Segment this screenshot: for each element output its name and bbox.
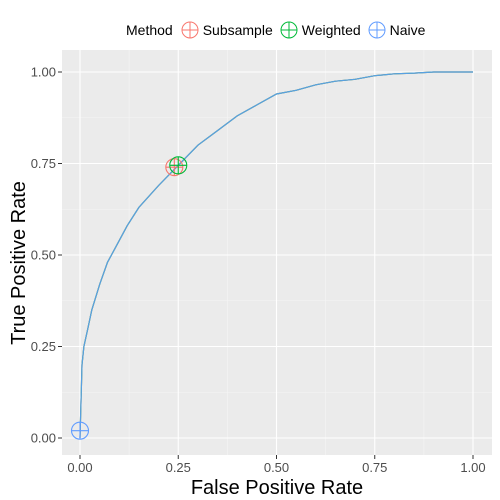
- operating-point-naive: [70, 421, 90, 440]
- y-tick-label: 1.00: [31, 65, 56, 80]
- legend-key-naive: [368, 21, 386, 39]
- y-tick-label: 0.75: [31, 156, 56, 171]
- operating-point-weighted: [169, 156, 188, 175]
- y-tick-label: 0.25: [31, 339, 56, 354]
- legend-title: Method: [126, 22, 173, 38]
- x-tick-label: 0.25: [166, 460, 191, 475]
- y-tick-label: 0.50: [31, 248, 56, 263]
- y-axis-title: True Positive Rate: [8, 181, 30, 345]
- operating-points: [70, 156, 188, 440]
- x-tick-label: 0.00: [67, 460, 92, 475]
- legend-key-weighted: [280, 21, 298, 39]
- legend-item-naive: Naive: [366, 19, 426, 41]
- roc-curves: [79, 71, 473, 439]
- roc-line-naive: [79, 71, 473, 439]
- legend: Method Subsample Weighted Naive: [126, 18, 430, 42]
- x-axis-title: False Positive Rate: [191, 477, 363, 499]
- x-tick-label: 1.00: [460, 460, 485, 475]
- legend-item-weighted: Weighted: [278, 19, 361, 41]
- x-tick-label: 0.50: [264, 460, 289, 475]
- legend-label-naive: Naive: [389, 22, 426, 38]
- legend-key-subsample: [181, 21, 199, 39]
- axis-ticks: 0.00 0.25 0.50 0.75 1.00 0.00 0.25 0.50 0.75 1.00: [31, 65, 486, 476]
- legend-item-subsample: Subsample: [179, 19, 273, 41]
- y-tick-label: 0.00: [31, 431, 56, 446]
- x-tick-label: 0.75: [362, 460, 387, 475]
- legend-label-weighted: Weighted: [301, 22, 361, 38]
- grid-lines: [62, 50, 492, 455]
- legend-label-subsample: Subsample: [202, 22, 273, 38]
